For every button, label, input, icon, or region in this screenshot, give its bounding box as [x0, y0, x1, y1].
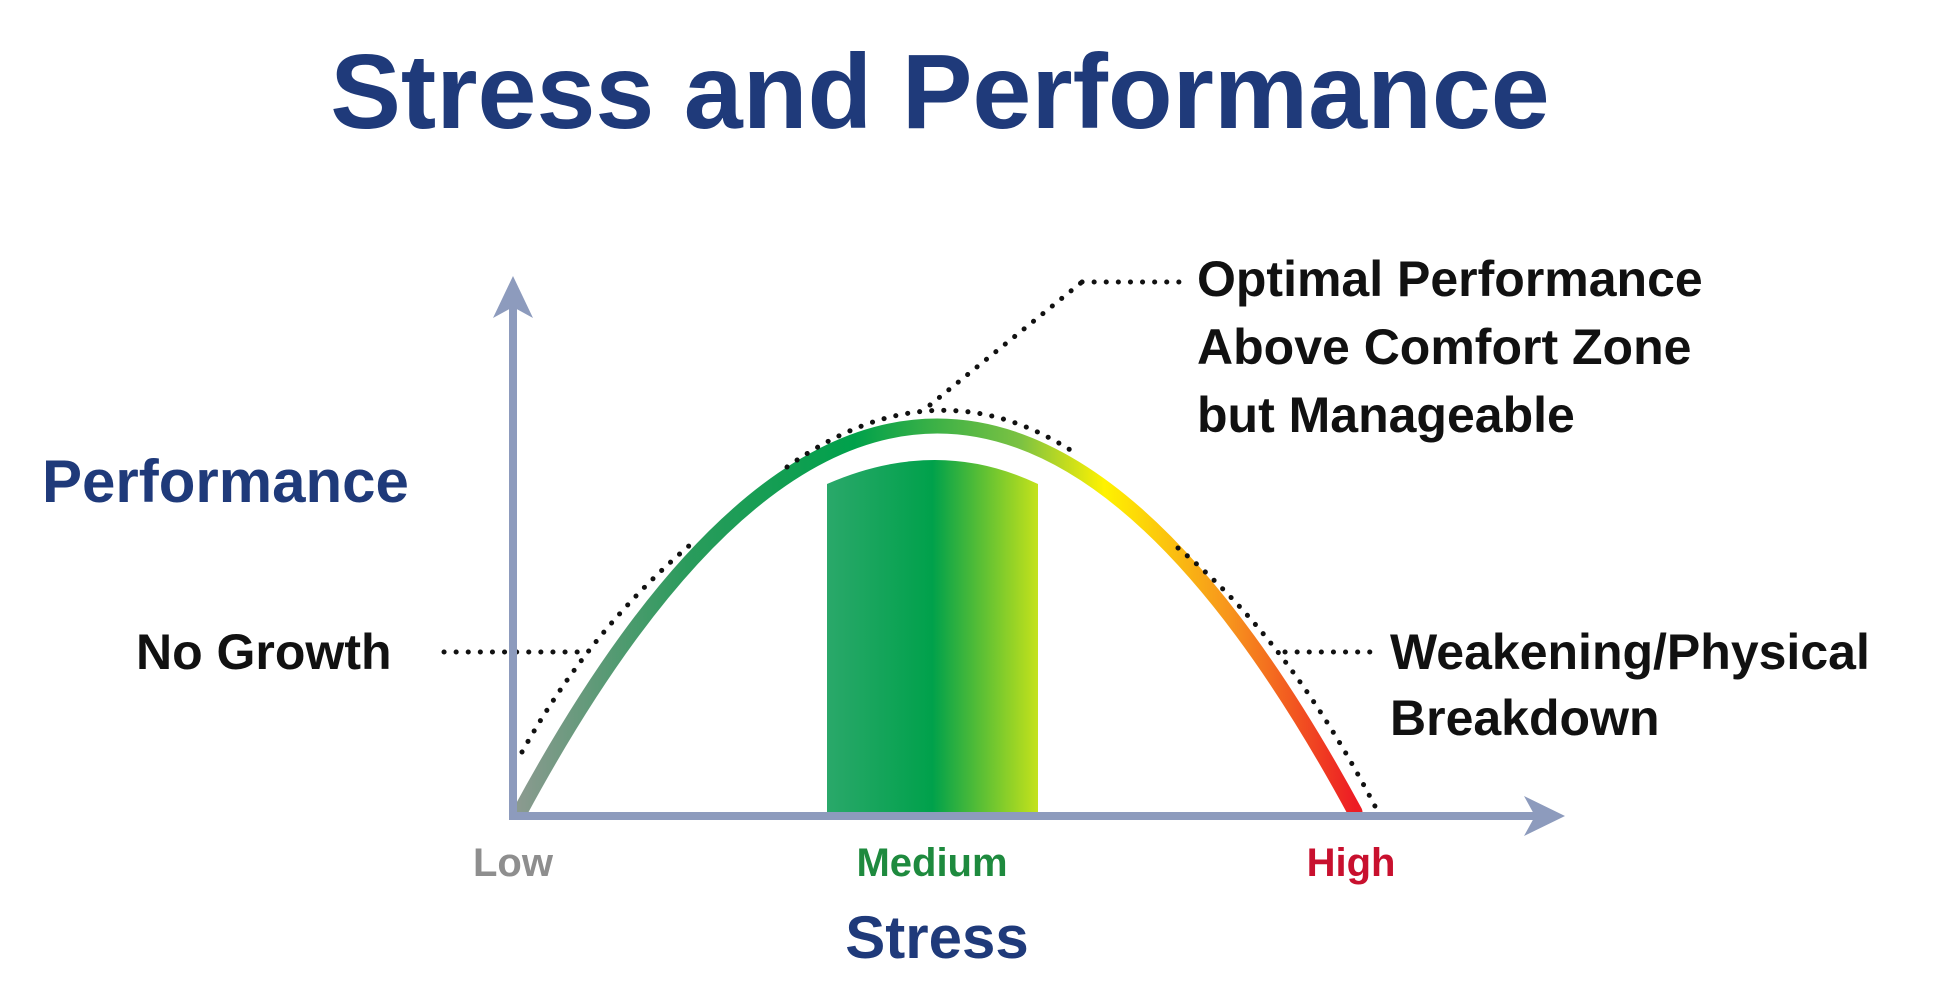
weakening-bracket: [1175, 545, 1381, 815]
annotation-optimal-line-2: Above Comfort Zone: [1197, 319, 1691, 375]
tick-label-high: High: [1307, 841, 1396, 885]
annotation-optimal-line-1: Optimal Performance: [1197, 251, 1703, 307]
annotation-no-growth: No Growth: [136, 624, 392, 680]
annotation-weakening-line-1: Weakening/Physical: [1390, 624, 1870, 680]
annotation-optimal-line-3: but Manageable: [1197, 387, 1575, 443]
no-growth-bracket: [519, 542, 693, 755]
optimal-leader-diagonal: [927, 279, 1085, 408]
diagram-title: Stress and Performance: [330, 33, 1550, 151]
tick-label-medium: Medium: [856, 841, 1007, 885]
annotation-weakening-line-2: Breakdown: [1390, 690, 1660, 746]
y-axis-title: Performance: [42, 448, 409, 515]
performance-curve: [512, 418, 1363, 820]
x-axis-arrow-icon: [1524, 796, 1565, 836]
y-axis-arrow-icon: [493, 276, 533, 318]
optimal-zone-band: [827, 460, 1038, 812]
x-axis-title: Stress: [845, 904, 1028, 971]
tick-label-low: Low: [473, 841, 554, 885]
optimal-bracket: [784, 407, 1081, 470]
